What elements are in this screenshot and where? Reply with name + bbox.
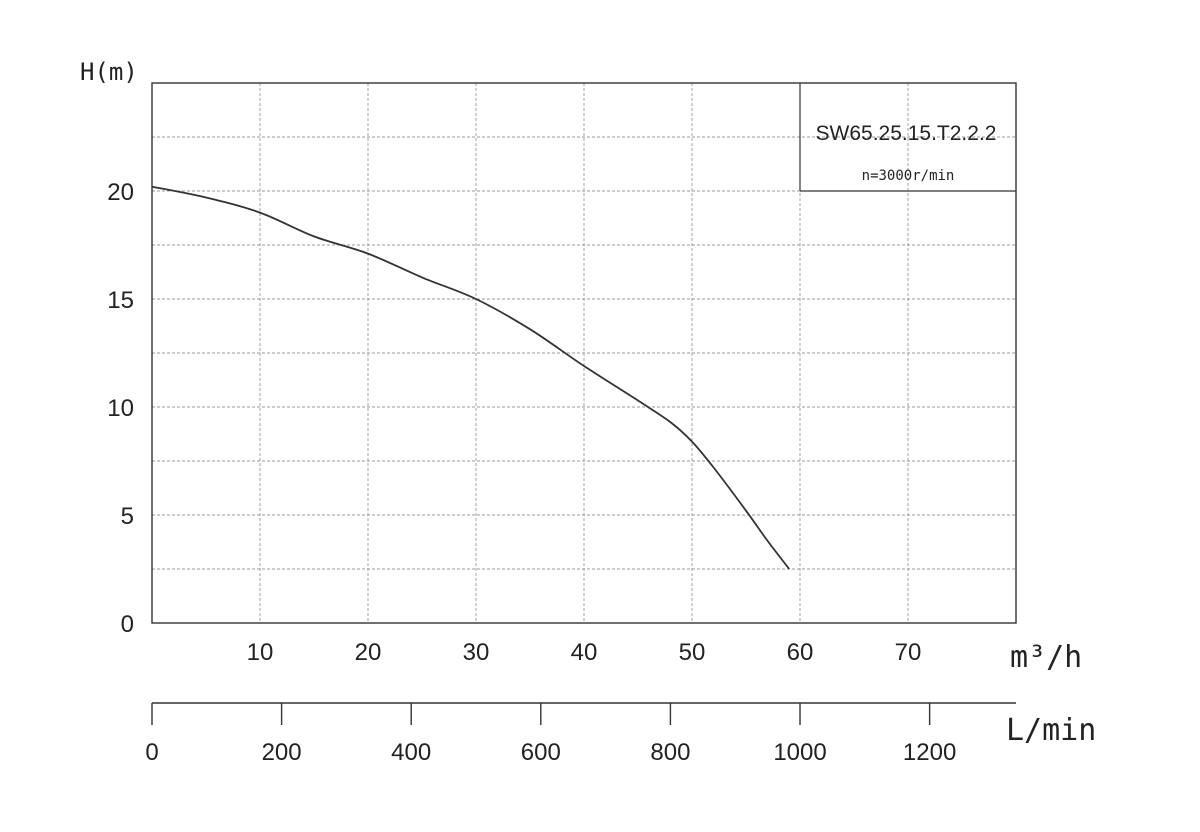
plot-frame [151,82,1017,624]
x-tick-label: 30 [463,639,490,666]
y-tick-label: 15 [107,287,134,314]
y-axis-tick-labels: 0 5 10 15 20 [107,179,134,638]
secondary-tick-label: 400 [391,739,431,766]
secondary-x-axis: 0 200 400 600 800 1000 1200 L/min [145,702,1096,766]
x-tick-label: 70 [895,639,922,666]
secondary-axis-ticks: 0 200 400 600 800 1000 1200 [145,703,956,766]
model-label: SW65.25.15.T2.2.2 [816,122,997,145]
secondary-tick-label: 600 [521,739,561,766]
x-tick-label: 20 [355,639,382,666]
y-axis-label: H(m) [80,58,138,86]
head-flow-curve [151,185,790,570]
grid-lines [152,83,1016,623]
x-axis-tick-labels: 10 20 30 40 50 60 70 [247,639,922,666]
x-tick-label: 40 [571,639,598,666]
secondary-tick-label: 200 [262,739,302,766]
secondary-tick-label: 1000 [773,739,826,766]
x-axis-label: m³/h [1010,640,1082,675]
secondary-axis-label: L/min [1006,713,1096,748]
y-tick-label: 10 [107,395,134,422]
y-tick-label: 0 [121,611,134,638]
x-tick-label: 50 [679,639,706,666]
x-tick-label: 60 [787,639,814,666]
y-tick-label: 20 [107,179,134,206]
model-box: SW65.25.15.T2.2.2 n=3000r/min [799,83,1016,192]
secondary-tick-label: 800 [650,739,690,766]
speed-label: n=3000r/min [862,168,955,184]
secondary-tick-label: 0 [145,739,158,766]
secondary-tick-label: 1200 [903,739,956,766]
x-tick-label: 10 [247,639,274,666]
y-tick-label: 5 [121,503,134,530]
